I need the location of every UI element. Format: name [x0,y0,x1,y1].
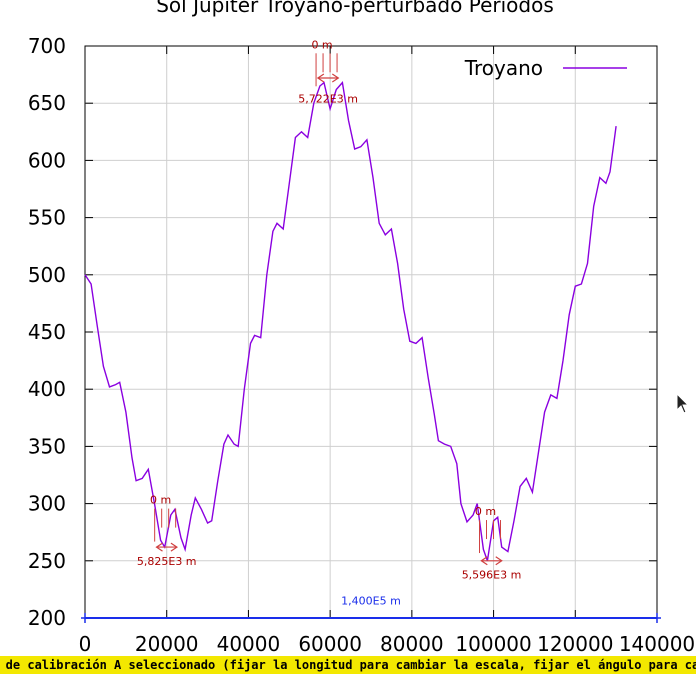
y-tick-label: 650 [28,91,66,115]
length-marker-arrow-right[interactable] [170,542,179,552]
y-tick-label: 500 [28,263,66,287]
length-marker-arrow-right[interactable] [495,556,503,566]
grid [85,46,657,618]
angle-label: 0 m [475,505,496,518]
status-bar: ra de calibración A seleccionado (fijar … [0,656,696,674]
x-tick-label: 100000 [455,632,531,656]
legend: Troyano [464,56,627,80]
y-tick-label: 350 [28,434,66,458]
y-tick-label: 600 [28,148,66,172]
x-tick-label: 20000 [135,632,199,656]
annotations[interactable]: 0 m 5,722E3 m 0 m 5,825E3 m 0 m 5,596E3 m 1,40… [81,38,661,623]
length-marker-arrow-left[interactable] [480,556,488,566]
x-tick-label: 80000 [380,632,444,656]
status-text: ra de calibración A seleccionado (fijar … [0,658,696,672]
calibration-endpoint-left[interactable] [81,613,89,623]
length-marker-arrow-right[interactable] [331,73,340,83]
length-label: 5,825E3 m [137,555,197,568]
ticks: 0 20000 40000 60000 80000 100000 120000 140000 2… [28,34,695,656]
y-tick-label: 450 [28,320,66,344]
length-label: 5,596E3 m [462,569,522,582]
series-line-troyano [84,81,617,562]
x-tick-label: 120000 [537,632,613,656]
y-tick-label: 250 [28,549,66,573]
length-label: 5,722E3 m [298,93,358,106]
x-tick-label: 60000 [298,632,362,656]
angle-label: 0 m [311,38,332,51]
y-tick-label: 400 [28,377,66,401]
x-tick-label: 140000 [619,632,695,656]
length-marker-arrow-left[interactable] [316,73,325,83]
angle-label: 0 m [150,494,171,507]
y-tick-label: 550 [28,206,66,230]
calibration-label: 1,400E5 m [341,595,401,608]
y-tick-label: 700 [28,34,66,58]
chart-title: Sol Jupiter Troyano-perturbado Periodos [156,0,554,17]
y-tick-label: 200 [28,606,66,630]
x-tick-label: 0 [79,632,92,656]
calibration-endpoint-right[interactable] [653,613,661,623]
legend-label-troyano: Troyano [464,56,543,80]
y-tick-label: 300 [28,492,66,516]
length-marker-arrow-left[interactable] [155,542,163,552]
x-tick-label: 40000 [217,632,281,656]
chart: 0 20000 40000 60000 80000 100000 120000 140000 2… [28,0,695,656]
mouse-cursor-icon [676,393,690,414]
